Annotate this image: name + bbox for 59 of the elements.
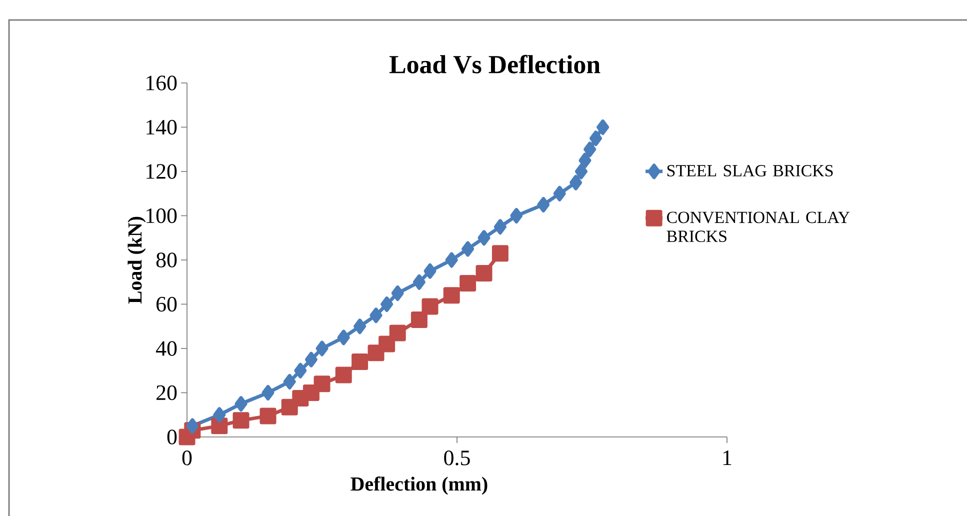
point: [553, 186, 566, 202]
point: [380, 296, 394, 312]
y-tick-label: 80: [156, 252, 177, 268]
point: [492, 245, 508, 262]
point: [590, 130, 602, 146]
point: [443, 287, 460, 304]
point: [316, 340, 328, 356]
point: [211, 418, 228, 434]
y-tick-label: 120: [146, 164, 177, 179]
point: [578, 152, 592, 168]
legend-label: STEEL SLAG BRICKS: [667, 165, 833, 176]
legend-label: CONVENTIONAL CLAY BRICKS: [666, 212, 850, 242]
point: [337, 330, 350, 346]
y-tick-label: 160: [146, 76, 177, 90]
point: [352, 354, 368, 370]
point: [445, 252, 458, 268]
chart-title: Load Vs Deflection: [389, 54, 600, 74]
point: [410, 311, 428, 328]
point: [570, 174, 582, 190]
point: [260, 408, 276, 424]
point: [294, 362, 307, 378]
point: [424, 263, 436, 279]
point: [412, 274, 426, 290]
x-tick-label: 1: [723, 450, 732, 465]
y-tick-label: 0: [167, 430, 177, 444]
point: [494, 219, 506, 235]
point: [537, 196, 550, 212]
y-tick-label: 100: [146, 208, 177, 224]
x-tick-label: 0.5: [444, 450, 470, 466]
y-tick-label: 20: [156, 385, 177, 400]
point: [462, 241, 474, 257]
point: [478, 230, 490, 246]
point: [391, 285, 404, 301]
point: [283, 374, 296, 390]
point: [186, 418, 199, 434]
point: [354, 318, 366, 334]
point: [370, 308, 382, 324]
point: [389, 324, 406, 342]
y-tick-label: 140: [146, 120, 177, 135]
point: [476, 265, 492, 282]
point: [234, 396, 248, 412]
point: [314, 376, 330, 392]
point: [304, 352, 318, 368]
point: [460, 274, 476, 292]
point: [422, 298, 438, 315]
x-axis-title: Deflection (mm): [350, 476, 488, 495]
point: [232, 412, 250, 429]
point: [510, 208, 523, 224]
point: [335, 366, 352, 384]
y-tick-label: 60: [156, 296, 177, 312]
y-tick-label: 40: [156, 341, 177, 356]
x-tick-label: 0: [182, 450, 192, 466]
point: [574, 164, 588, 180]
point: [584, 142, 596, 158]
point: [262, 384, 274, 400]
point: [213, 407, 226, 423]
point: [596, 119, 610, 135]
point: [378, 336, 396, 352]
y-axis-title: Load (kN): [128, 216, 146, 304]
